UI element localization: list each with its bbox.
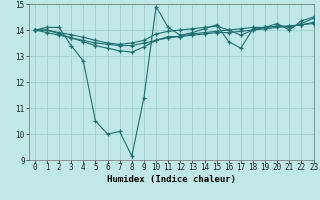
X-axis label: Humidex (Indice chaleur): Humidex (Indice chaleur) bbox=[107, 175, 236, 184]
